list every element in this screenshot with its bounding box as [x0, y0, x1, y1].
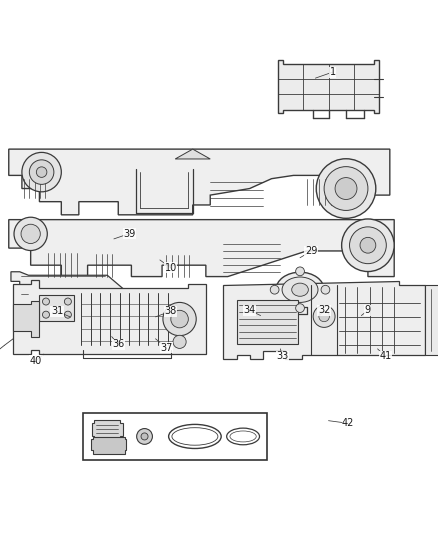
Circle shape — [141, 433, 148, 440]
Polygon shape — [175, 149, 210, 159]
Text: 42: 42 — [342, 418, 354, 429]
Text: 1: 1 — [330, 67, 336, 77]
Circle shape — [137, 429, 152, 445]
Bar — [237, 300, 298, 344]
Text: 29: 29 — [305, 246, 317, 256]
Text: 10: 10 — [165, 263, 177, 273]
Circle shape — [342, 219, 394, 271]
Circle shape — [14, 217, 47, 251]
Ellipse shape — [292, 283, 308, 296]
Circle shape — [64, 298, 71, 305]
Text: 41: 41 — [379, 351, 392, 361]
Ellipse shape — [282, 277, 318, 302]
Polygon shape — [91, 437, 126, 454]
Polygon shape — [9, 149, 390, 215]
Text: 31: 31 — [51, 306, 63, 316]
Text: 37: 37 — [160, 343, 173, 352]
Polygon shape — [425, 285, 438, 355]
Circle shape — [360, 237, 376, 253]
Polygon shape — [11, 272, 125, 298]
Text: 33: 33 — [276, 351, 289, 361]
Circle shape — [335, 177, 357, 199]
Text: 36: 36 — [112, 340, 124, 350]
Circle shape — [296, 267, 304, 276]
Polygon shape — [278, 60, 379, 113]
Polygon shape — [13, 280, 206, 354]
Circle shape — [319, 311, 329, 322]
Circle shape — [321, 285, 330, 294]
Circle shape — [42, 298, 49, 305]
Circle shape — [171, 310, 188, 328]
Bar — [39, 295, 74, 321]
Ellipse shape — [276, 272, 324, 307]
Text: 9: 9 — [365, 305, 371, 316]
Text: 34: 34 — [244, 305, 256, 316]
Circle shape — [173, 335, 186, 349]
Circle shape — [270, 285, 279, 294]
Circle shape — [29, 160, 54, 184]
Circle shape — [21, 224, 40, 244]
Polygon shape — [9, 220, 394, 277]
Circle shape — [316, 159, 376, 219]
Circle shape — [42, 311, 49, 318]
Circle shape — [313, 305, 335, 327]
Circle shape — [324, 167, 368, 211]
Polygon shape — [223, 280, 425, 359]
Polygon shape — [13, 301, 39, 337]
Bar — [83, 413, 267, 460]
Circle shape — [296, 304, 304, 312]
Text: 40: 40 — [30, 356, 42, 366]
Text: 32: 32 — [318, 305, 330, 316]
Text: 38: 38 — [165, 306, 177, 316]
Circle shape — [64, 311, 71, 318]
Polygon shape — [92, 420, 123, 439]
Circle shape — [22, 152, 61, 192]
Circle shape — [36, 167, 47, 177]
Circle shape — [163, 302, 196, 336]
Circle shape — [350, 227, 386, 264]
Text: 39: 39 — [123, 229, 135, 239]
